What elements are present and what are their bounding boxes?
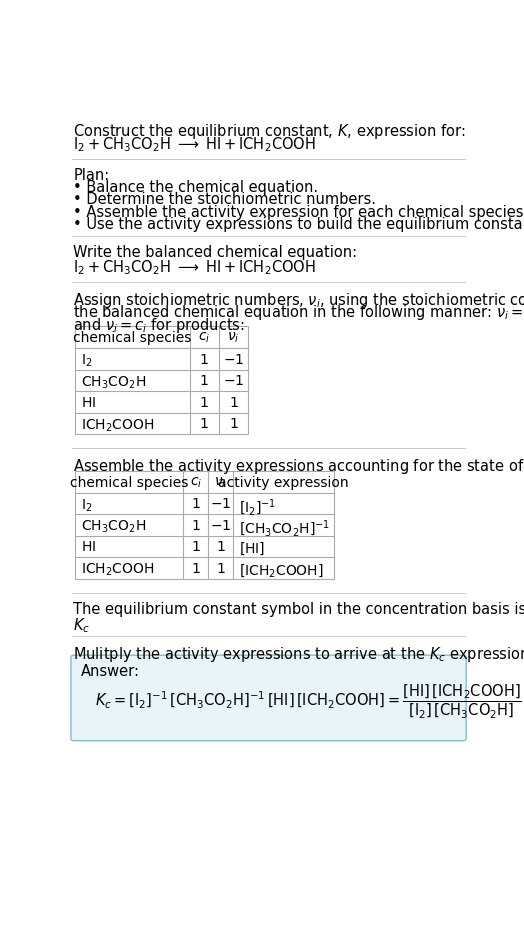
Text: 1: 1 (200, 418, 209, 431)
Text: $-1$: $-1$ (223, 353, 244, 366)
Text: $[\mathrm{I_2}]^{-1}$: $[\mathrm{I_2}]^{-1}$ (239, 497, 276, 518)
Text: $[\mathrm{HI}]$: $[\mathrm{HI}]$ (239, 541, 265, 557)
Text: $[\mathrm{CH_3CO_2H}]^{-1}$: $[\mathrm{CH_3CO_2H}]^{-1}$ (239, 519, 330, 539)
Text: Assign stoichiometric numbers, $\nu_i$, using the stoichiometric coefficients, $: Assign stoichiometric numbers, $\nu_i$, … (73, 291, 524, 310)
Text: 1: 1 (191, 519, 200, 533)
Text: $K_c = [\mathrm{I_2}]^{-1}\,[\mathrm{CH_3CO_2H}]^{-1}\,[\mathrm{HI}]\,[\mathrm{I: $K_c = [\mathrm{I_2}]^{-1}\,[\mathrm{CH_… (95, 682, 522, 720)
Text: 1: 1 (191, 497, 200, 512)
Text: 1: 1 (191, 541, 200, 554)
Text: $-1$: $-1$ (223, 374, 244, 388)
Text: $1$: $1$ (216, 541, 225, 554)
Text: $\mathrm{CH_3CO_2H}$: $\mathrm{CH_3CO_2H}$ (81, 374, 146, 391)
Bar (75, 471, 334, 579)
Text: $1$: $1$ (229, 396, 238, 410)
Text: Mulitply the activity expressions to arrive at the $K_c$ expression:: Mulitply the activity expressions to arr… (73, 645, 524, 664)
Text: the balanced chemical equation in the following manner: $\nu_i = -c_i$ for react: the balanced chemical equation in the fo… (73, 304, 524, 323)
Text: chemical species: chemical species (73, 331, 191, 345)
Text: 1: 1 (200, 374, 209, 388)
Text: $[\mathrm{ICH_2COOH}]$: $[\mathrm{ICH_2COOH}]$ (239, 562, 324, 579)
FancyBboxPatch shape (71, 655, 466, 740)
Text: chemical species: chemical species (70, 475, 188, 490)
Text: $\mathrm{ICH_2COOH}$: $\mathrm{ICH_2COOH}$ (81, 418, 155, 434)
Text: $-1$: $-1$ (210, 497, 231, 512)
Text: Assemble the activity expressions accounting for the state of matter and $\nu_i$: Assemble the activity expressions accoun… (73, 457, 524, 476)
Text: $\mathrm{HI}$: $\mathrm{HI}$ (81, 396, 96, 410)
Text: $\nu_i$: $\nu_i$ (227, 331, 240, 345)
Text: activity expression: activity expression (218, 475, 348, 490)
Text: • Use the activity expressions to build the equilibrium constant expression.: • Use the activity expressions to build … (73, 217, 524, 233)
Text: $\mathrm{I_2}$: $\mathrm{I_2}$ (81, 497, 92, 513)
Text: $\mathrm{CH_3CO_2H}$: $\mathrm{CH_3CO_2H}$ (81, 519, 146, 535)
Text: $c_i$: $c_i$ (190, 475, 202, 491)
Text: • Balance the chemical equation.: • Balance the chemical equation. (73, 180, 319, 195)
Text: $\nu_i$: $\nu_i$ (214, 475, 227, 491)
Text: $\mathrm{ICH_2COOH}$: $\mathrm{ICH_2COOH}$ (81, 562, 155, 579)
Text: Construct the equilibrium constant, $K$, expression for:: Construct the equilibrium constant, $K$,… (73, 121, 466, 140)
Text: The equilibrium constant symbol in the concentration basis is:: The equilibrium constant symbol in the c… (73, 602, 524, 617)
Text: $1$: $1$ (229, 418, 238, 431)
Text: $\mathrm{I_2 + CH_3CO_2H \;\longrightarrow\; HI + ICH_2COOH}$: $\mathrm{I_2 + CH_3CO_2H \;\longrightarr… (73, 136, 316, 154)
Text: $c_i$: $c_i$ (198, 331, 210, 345)
Text: $-1$: $-1$ (210, 519, 231, 533)
Text: Answer:: Answer: (81, 663, 140, 679)
Text: • Determine the stoichiometric numbers.: • Determine the stoichiometric numbers. (73, 193, 376, 208)
Text: 1: 1 (191, 562, 200, 576)
Text: $\mathrm{I_2}$: $\mathrm{I_2}$ (81, 353, 92, 369)
Text: Plan:: Plan: (73, 168, 110, 183)
Text: Write the balanced chemical equation:: Write the balanced chemical equation: (73, 245, 357, 260)
Text: $1$: $1$ (216, 562, 225, 576)
Text: 1: 1 (200, 396, 209, 410)
Text: and $\nu_i = c_i$ for products:: and $\nu_i = c_i$ for products: (73, 316, 245, 335)
Text: $K_c$: $K_c$ (73, 616, 90, 635)
Text: • Assemble the activity expression for each chemical species.: • Assemble the activity expression for e… (73, 205, 524, 220)
Text: 1: 1 (200, 353, 209, 366)
Text: $\mathrm{I_2 + CH_3CO_2H \;\longrightarrow\; HI + ICH_2COOH}$: $\mathrm{I_2 + CH_3CO_2H \;\longrightarr… (73, 259, 316, 277)
Text: $\mathrm{HI}$: $\mathrm{HI}$ (81, 541, 96, 554)
Bar (75, 326, 248, 435)
